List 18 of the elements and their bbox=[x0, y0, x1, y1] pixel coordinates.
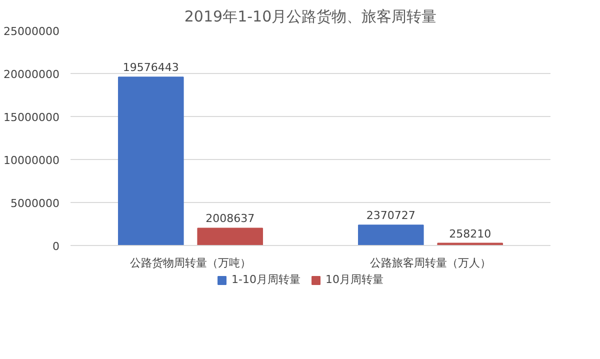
data-label: 2008637 bbox=[206, 212, 255, 226]
y-tick-label: 5000000 bbox=[10, 197, 60, 210]
bar bbox=[358, 224, 424, 246]
y-tick-label: 25000000 bbox=[4, 25, 60, 38]
y-tick-label: 10000000 bbox=[4, 154, 60, 167]
data-label: 2370727 bbox=[366, 209, 416, 222]
y-tick-label: 15000000 bbox=[4, 111, 60, 124]
data-label: 258210 bbox=[449, 227, 492, 240]
x-tick-label: 公路货物周转量（万吨） bbox=[130, 256, 251, 270]
chart-title: 2019年1-10月公路货物、旅客周转量 bbox=[184, 8, 437, 26]
bar bbox=[118, 76, 184, 246]
legend-label: 10月周转量 bbox=[325, 272, 384, 287]
legend-label: 1-10月周转量 bbox=[232, 272, 300, 287]
y-tick-label: 0 bbox=[52, 240, 60, 253]
x-tick-label: 公路旅客周转量（万人） bbox=[370, 256, 491, 270]
bar bbox=[197, 228, 263, 246]
data-label: 19576443 bbox=[122, 61, 179, 74]
y-tick-label: 20000000 bbox=[4, 68, 60, 81]
